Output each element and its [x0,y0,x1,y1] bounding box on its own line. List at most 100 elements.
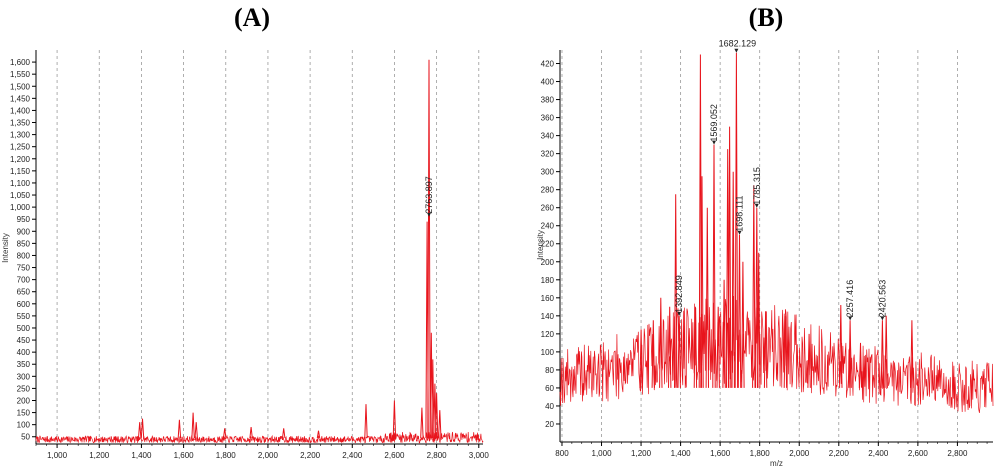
y-tick-label: 1,350 [10,119,31,128]
x-tick-label: 1,000 [592,449,613,458]
y-tick-label: 800 [17,251,31,260]
spectrum-peak [734,52,739,388]
y-tick-label: 260 [541,204,555,213]
x-tick-label: 2,000 [258,451,279,460]
y-axis-title: Intensity [1,233,10,263]
y-tick-label: 150 [17,409,31,418]
peak-marker-icon [734,48,739,53]
spectrum-noise-trace [559,295,994,413]
x-tick-label: 2,000 [789,449,810,458]
x-tick-label: 1,000 [47,451,68,460]
spectrum-peak [194,422,198,439]
x-tick-label: 1,400 [131,451,152,460]
y-tick-label: 200 [541,258,555,267]
spectrum-peak [752,185,756,388]
spectrum-peak [763,311,768,388]
x-tick-label: 2,600 [384,451,405,460]
y-tick-label: 200 [17,396,31,405]
spectrum-peak [705,207,709,388]
y-tick-label: 1,550 [10,70,31,79]
peak-label: 1392.849 [674,275,684,313]
y-tick-label: 60 [545,384,554,393]
y-tick-label: 650 [17,288,31,297]
spectrum-peak [741,261,745,388]
y-tick-label: 300 [541,168,555,177]
peak-label: 1682.129 [719,39,757,49]
spectrum-peak [364,404,368,439]
y-tick-label: 450 [17,336,31,345]
y-tick-label: 400 [17,348,31,357]
y-tick-label: 700 [17,276,31,285]
spectrum-peak [848,320,852,388]
spectrum-peak [839,304,843,388]
y-tick-label: 1,250 [10,143,31,152]
spectrum-peak [223,428,227,439]
chart-panel-b: (B) 800 1,000 1,200 1,400 1,600 1,800 2,000 2,20… [536,3,994,468]
spectrum-peak [884,315,888,388]
x-tick-label: 2,800 [427,451,448,460]
y-tick-label: 550 [17,312,31,321]
x-tick-label: 2,600 [908,449,929,458]
x-tick-label: 3,000 [469,451,490,460]
spectrum-peak [434,393,439,439]
peak-marker-icon [737,230,742,235]
y-tick-label: 1,400 [10,106,31,115]
x-tick-label: 1,200 [89,451,110,460]
panel-label: (B) [749,3,784,32]
spectrum-peak [431,359,435,439]
y-tick-label: 1,450 [10,94,31,103]
peak-label: 1785.315 [752,167,762,205]
peak-label: 1698.111 [735,196,745,232]
x-tick-label: 800 [555,449,569,458]
peak-marker-icon [427,212,432,217]
y-tick-label: 100 [17,421,31,430]
y-tick-label: 1,100 [10,179,31,188]
spectrum-peak [722,279,726,388]
x-axis-title: m/z [770,459,783,468]
y-tick-label: 280 [541,186,555,195]
y-tick-label: 50 [21,433,30,442]
y-tick-label: 240 [541,222,555,231]
peak-label: 2257.416 [845,280,855,318]
spectrum-peak [651,320,655,388]
x-tick-label: 1,800 [750,449,771,458]
y-tick-label: 1,200 [10,155,31,164]
x-tick-label: 1,800 [216,451,237,460]
y-tick-label: 300 [17,372,31,381]
y-tick-label: 40 [545,402,554,411]
x-tick-label: 2,800 [947,449,968,458]
y-tick-label: 1,500 [10,82,31,91]
panel-label: (A) [234,3,270,32]
spectrum-peak [712,144,716,388]
y-tick-label: 600 [17,300,31,309]
y-tick-label: 900 [17,227,31,236]
spectrum-peak [674,194,678,388]
y-tick-label: 340 [541,132,555,141]
y-tick-label: 1,300 [10,131,31,140]
y-tick-label: 250 [17,384,31,393]
peak-label: 2763.897 [424,176,434,214]
x-tick-label: 2,400 [342,451,363,460]
y-tick-label: 20 [545,420,554,429]
spectrum-noise-trace [35,431,484,444]
y-tick-label: 140 [541,312,555,321]
y-tick-label: 100 [541,348,555,357]
spectrum-peak [316,430,321,439]
y-tick-label: 1,050 [10,191,31,200]
spectrum-peak [639,329,643,388]
y-tick-label: 1,000 [10,203,31,212]
spectrum-peak [191,412,195,439]
spectrum-peak [140,418,145,439]
chart-panel-a: (A) 1,000 1,200 1,400 1,600 1,800 2,000 2,200 2,… [1,3,489,460]
x-tick-label: 2,200 [829,449,850,458]
y-tick-label: 850 [17,239,31,248]
spectrum-peak [249,427,253,439]
spectrum-peak [783,315,788,388]
peak-marker-icon [677,311,682,316]
peak-marker-icon [880,316,885,321]
x-tick-label: 1,400 [671,449,692,458]
spectrum-peak [716,306,720,388]
spectrum-peak [910,320,914,388]
peak-marker-icon [754,203,759,208]
